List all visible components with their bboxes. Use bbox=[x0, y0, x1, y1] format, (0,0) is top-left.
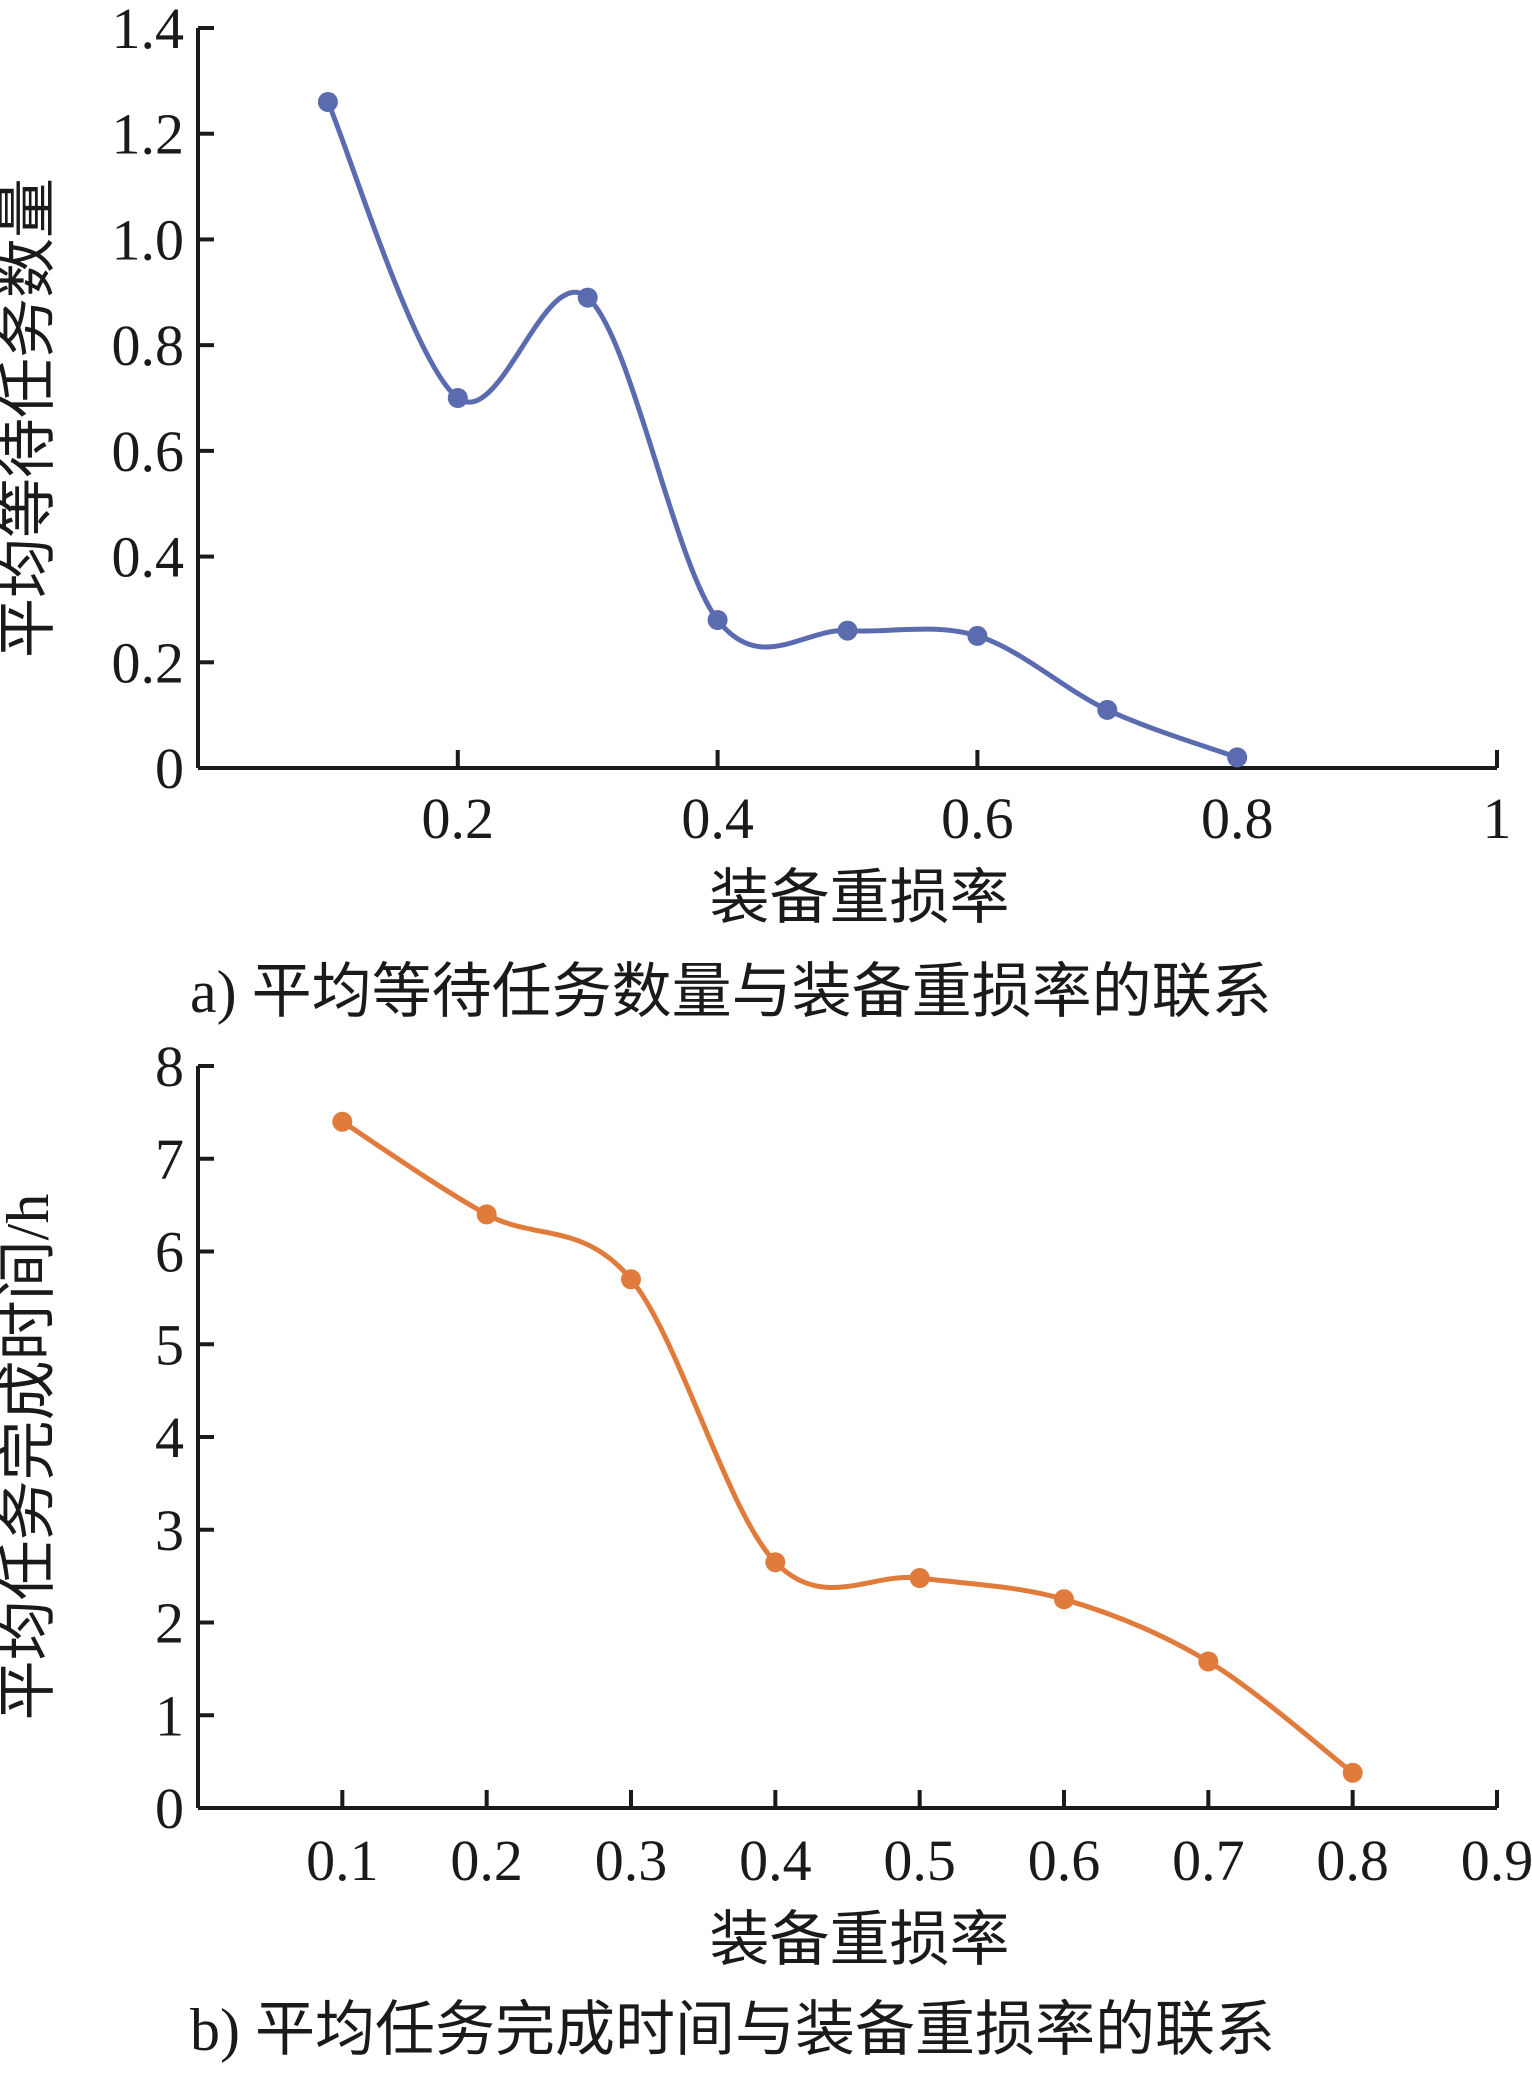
x-axis-title: 装备重损率 bbox=[710, 865, 1010, 931]
data-point bbox=[621, 1269, 641, 1290]
y-tick-label: 8 bbox=[155, 1034, 184, 1099]
y-tick-label: 1.4 bbox=[112, 0, 185, 61]
series-line bbox=[339, 1119, 1356, 1776]
x-axis-title: 装备重损率 bbox=[710, 1907, 1010, 1973]
data-point bbox=[1342, 1762, 1363, 1783]
x-tick-label: 0.4 bbox=[681, 786, 754, 851]
y-tick-label: 1 bbox=[155, 1683, 184, 1748]
chart-caption: a) 平均等待任务数量与装备重损率的联系 bbox=[190, 959, 1272, 1025]
x-tick-label: 0.6 bbox=[941, 786, 1014, 851]
x-tick-label: 1 bbox=[1483, 786, 1512, 851]
x-tick-label: 0.6 bbox=[1028, 1828, 1101, 1893]
data-point bbox=[1097, 699, 1118, 720]
data-point bbox=[476, 1204, 497, 1225]
data-point bbox=[707, 610, 728, 630]
y-tick-label: 5 bbox=[155, 1312, 184, 1377]
x-tick-label: 0.5 bbox=[883, 1828, 956, 1893]
x-tick-label: 0.7 bbox=[1172, 1828, 1245, 1893]
y-tick-label: 0 bbox=[155, 736, 184, 801]
y-tick-label: 0 bbox=[155, 1776, 184, 1841]
x-tick-label: 0.8 bbox=[1316, 1828, 1389, 1893]
data-point bbox=[577, 287, 598, 308]
y-axis-title: 平均任务完成时间/h bbox=[0, 1194, 61, 1721]
chart-a: 0 0.2 0.4 0.6 0.8 1.0 1.2 1.4 0.2 0.4 0.6 0.8 1 装备重损率… bbox=[0, 0, 1512, 1025]
x-tick-label: 0.1 bbox=[306, 1828, 379, 1893]
chart-b: 0 1 2 3 4 5 6 7 8 0.1 0.2 0.3 0.4 0.5 0.6 0.7 0.8 0.9 装备重损… bbox=[0, 1034, 1532, 2063]
y-tick-label: 0.6 bbox=[112, 419, 185, 484]
x-tick-label: 0.2 bbox=[422, 786, 495, 851]
x-tick-label: 0.2 bbox=[450, 1828, 523, 1893]
data-point bbox=[967, 625, 988, 646]
data-point bbox=[1198, 1651, 1219, 1672]
data-point bbox=[1054, 1589, 1074, 1610]
data-point bbox=[909, 1568, 930, 1588]
x-tick-label: 0.9 bbox=[1461, 1828, 1532, 1893]
y-tick-label: 3 bbox=[155, 1498, 184, 1563]
data-point bbox=[1227, 747, 1248, 768]
y-tick-label: 6 bbox=[155, 1220, 184, 1285]
y-axis-title: 平均等待任务数量 bbox=[0, 178, 61, 658]
y-tick-label: 1.2 bbox=[112, 102, 185, 167]
y-tick-label: 1.0 bbox=[112, 207, 185, 272]
y-tick-label: 2 bbox=[155, 1591, 184, 1656]
x-tick-label: 0.8 bbox=[1201, 786, 1274, 851]
y-tick-label: 0.4 bbox=[112, 525, 185, 590]
data-point bbox=[765, 1552, 786, 1573]
x-tick-label: 0.3 bbox=[595, 1828, 668, 1893]
data-point bbox=[317, 92, 338, 112]
y-tick-label: 0.2 bbox=[112, 630, 185, 695]
series-line bbox=[325, 99, 1240, 760]
y-tick-label: 0.8 bbox=[112, 313, 185, 378]
y-tick-label: 4 bbox=[155, 1405, 184, 1470]
data-point bbox=[447, 388, 468, 408]
y-tick-label: 7 bbox=[155, 1127, 184, 1192]
x-tick-label: 0.4 bbox=[739, 1828, 812, 1893]
data-point bbox=[332, 1111, 353, 1132]
chart-caption: b) 平均任务完成时间与装备重损率的联系 bbox=[190, 1997, 1275, 2063]
data-point bbox=[837, 620, 858, 641]
